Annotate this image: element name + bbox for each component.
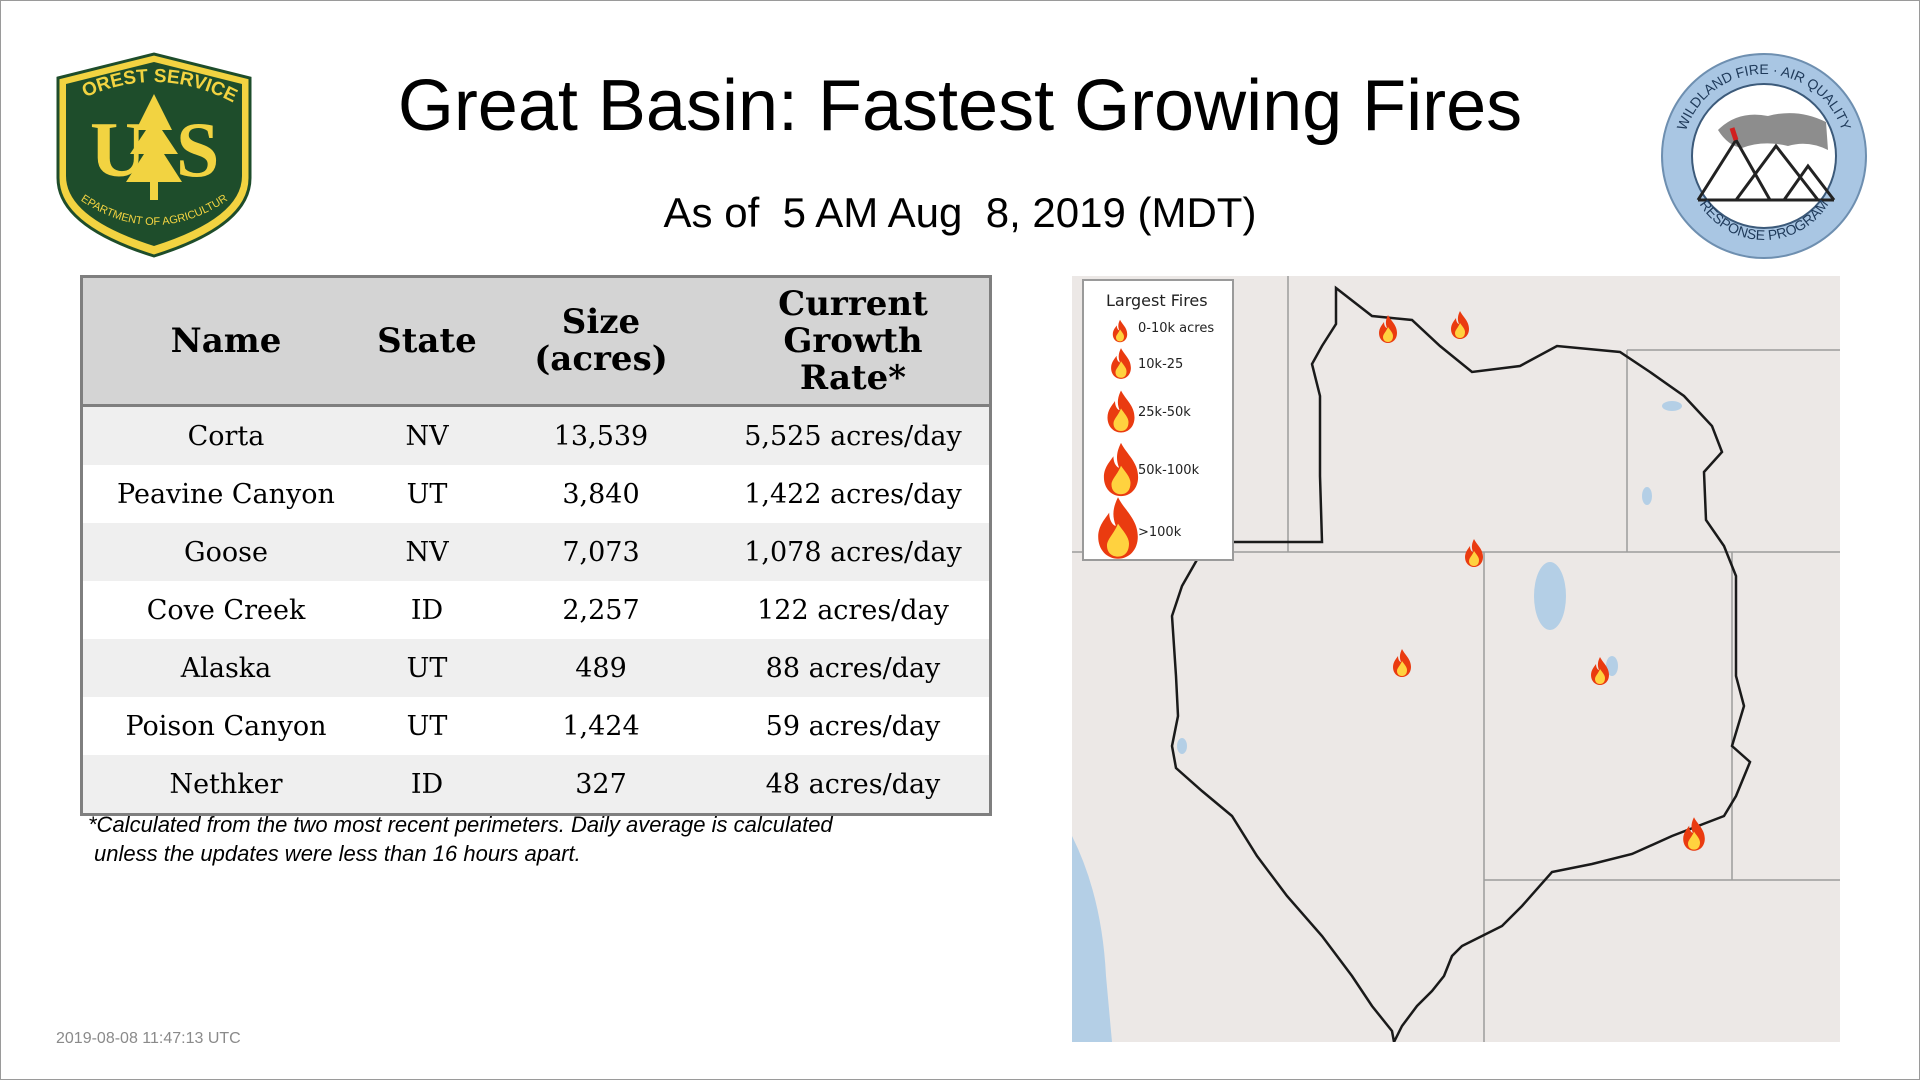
flame-icon	[1379, 315, 1397, 343]
cell-name: Alaska	[83, 639, 369, 697]
cell-state: NV	[369, 523, 485, 581]
flame-icon	[1451, 311, 1469, 339]
fires-table: Name State Size (acres) Current Growth R…	[80, 275, 992, 816]
table-header-row: Name State Size (acres) Current Growth R…	[83, 278, 989, 407]
cell-state: UT	[369, 465, 485, 523]
page-title: Great Basin: Fastest Growing Fires	[397, 66, 1523, 146]
page-subtitle: As of 5 AM Aug 8, 2019 (MDT)	[663, 189, 1257, 236]
cell-state: UT	[369, 639, 485, 697]
mountains-icon	[1696, 137, 1836, 202]
col-header-growth-line3: Rate*	[799, 357, 907, 398]
cell-size: 1,424	[485, 697, 717, 755]
col-header-growth-line1: Current	[778, 283, 928, 324]
cell-growth: 122 acres/day	[717, 581, 989, 639]
cell-size: 3,840	[485, 465, 717, 523]
flame-icon	[1683, 817, 1705, 851]
cell-name: Goose	[83, 523, 369, 581]
table-row: Poison Canyon UT 1,424 59 acres/day	[83, 697, 989, 755]
col-header-growth-line2: Growth	[783, 320, 923, 361]
footnote-line-1: *Calculated from the two most recent per…	[88, 812, 833, 837]
legend-label: 10k-25	[1138, 357, 1184, 372]
col-header-size-line2: (acres)	[534, 339, 668, 379]
cell-name: Cove Creek	[83, 581, 369, 639]
wildland-fire-logo: WILDLAND FIRE · AIR QUALITY RESPONSE PRO…	[1658, 50, 1870, 262]
cell-name: Corta	[83, 405, 369, 465]
legend-item: 10k-25	[1084, 345, 1234, 383]
table-row: Goose NV 7,073 1,078 acres/day	[83, 523, 989, 581]
cell-growth: 5,525 acres/day	[717, 405, 989, 465]
cell-state: NV	[369, 405, 485, 465]
cell-size: 327	[485, 755, 717, 813]
cell-name: Nethker	[83, 755, 369, 813]
col-header-growth: Current Growth Rate*	[717, 278, 989, 407]
legend-label: 25k-50k	[1138, 405, 1191, 420]
ocean-shape	[1072, 836, 1112, 1042]
map-legend: Largest Fires 0-10k acres 10k-25 25k-50k…	[1082, 279, 1234, 561]
legend-label: 50k-100k	[1138, 463, 1200, 478]
legend-label: 0-10k acres	[1138, 321, 1215, 336]
lakes	[1177, 401, 1682, 754]
flame-icon	[1591, 657, 1609, 685]
table-row: Corta NV 13,539 5,525 acres/day	[83, 405, 989, 465]
footnote-line-2: unless the updates were less than 16 hou…	[94, 841, 581, 866]
cell-growth: 59 acres/day	[717, 697, 989, 755]
cell-size: 2,257	[485, 581, 717, 639]
legend-title: Largest Fires	[1106, 291, 1208, 310]
legend-item: >100k	[1084, 495, 1234, 561]
col-header-size: Size (acres)	[485, 278, 717, 407]
cell-state: ID	[369, 581, 485, 639]
forest-service-logo: FOREST SERVICE U S DEPARTMENT OF AGRICUL…	[44, 34, 258, 260]
fs-s-letter: S	[176, 106, 219, 193]
cell-size: 489	[485, 639, 717, 697]
cell-growth: 1,422 acres/day	[717, 465, 989, 523]
cell-growth: 88 acres/day	[717, 639, 989, 697]
cell-growth: 1,078 acres/day	[717, 523, 989, 581]
cell-state: UT	[369, 697, 485, 755]
col-header-state: State	[369, 278, 485, 407]
flame-icon	[1393, 649, 1411, 677]
cell-size: 7,073	[485, 523, 717, 581]
cell-name: Peavine Canyon	[83, 465, 369, 523]
cell-name: Poison Canyon	[83, 697, 369, 755]
tree-icon	[126, 94, 182, 200]
cell-growth: 48 acres/day	[717, 755, 989, 813]
col-header-size-line1: Size	[561, 302, 641, 342]
table-footnote: *Calculated from the two most recent per…	[88, 810, 988, 868]
legend-label: >100k	[1138, 525, 1182, 540]
table-row: Peavine Canyon UT 3,840 1,422 acres/day	[83, 465, 989, 523]
great-basin-boundary	[1170, 285, 1752, 1042]
render-timestamp: 2019-08-08 11:47:13 UTC	[56, 1030, 241, 1047]
smoke-icon	[1718, 113, 1828, 150]
cell-state: ID	[369, 755, 485, 813]
legend-item: 0-10k acres	[1084, 315, 1234, 345]
legend-item: 50k-100k	[1084, 441, 1234, 501]
table-row: Cove Creek ID 2,257 122 acres/day	[83, 581, 989, 639]
table-row: Alaska UT 489 88 acres/day	[83, 639, 989, 697]
flame-icon	[1465, 539, 1483, 567]
table-row: Nethker ID 327 48 acres/day	[83, 755, 989, 813]
legend-item: 25k-50k	[1084, 389, 1234, 437]
col-header-name: Name	[83, 278, 369, 407]
cell-size: 13,539	[485, 405, 717, 465]
great-basin-map: Largest Fires 0-10k acres 10k-25 25k-50k…	[1072, 276, 1840, 1042]
